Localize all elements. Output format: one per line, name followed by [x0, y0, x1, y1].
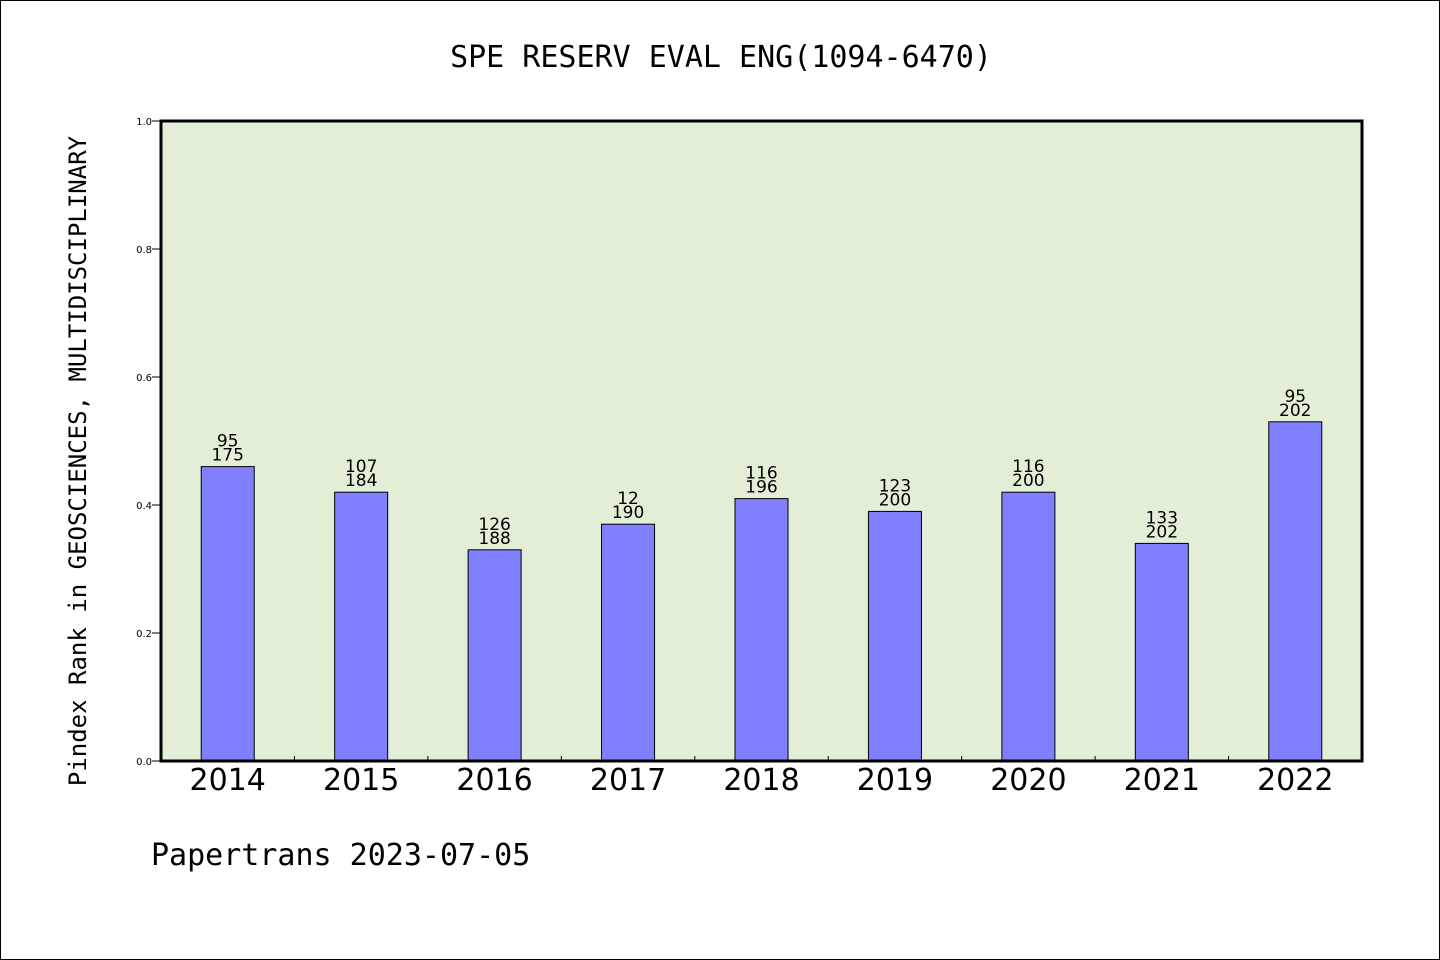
bar-rank-label: 126: [478, 515, 510, 535]
bar-2020: [1001, 491, 1056, 762]
footer-watermark: Papertrans 2023-07-05: [151, 838, 530, 873]
bar-2015: [334, 491, 389, 762]
x-axis-ticks: 2014 2015 2016 2017 2018 2019 2020 2021 2022: [190, 756, 1333, 798]
x-tick-label: 2018: [723, 763, 799, 798]
bar-2016: [467, 549, 522, 762]
bar-rank-label: 95: [1284, 387, 1306, 407]
y-tick-label: 0.0: [136, 757, 152, 768]
bar-2021: [1134, 542, 1189, 762]
y-tick-label: 0.2: [136, 629, 152, 640]
x-tick-label: 2014: [190, 763, 266, 798]
bar-total-label: 184: [345, 471, 377, 491]
bar-2022: [1268, 421, 1323, 762]
x-tick-label: 2020: [990, 763, 1066, 798]
bar-total-label: 175: [211, 446, 243, 466]
y-axis-label: Pindex Rank in GEOSCIENCES, MULTIDISCIPL…: [64, 135, 92, 786]
bar-rank-label: 12: [617, 489, 639, 509]
bar-2019: [867, 510, 922, 762]
x-tick-label: 2019: [857, 763, 933, 798]
bar-total-label: 196: [745, 478, 777, 498]
bar-rank-label: 123: [879, 476, 911, 496]
x-tick-label: 2017: [590, 763, 666, 798]
chart-title: SPE RESERV EVAL ENG(1094-6470): [450, 40, 992, 75]
bar-total-label: 200: [1012, 471, 1044, 491]
bar-total-label: 188: [478, 529, 510, 549]
y-axis-ticks: 0.0 0.2 0.4 0.6 0.8 1.0: [136, 117, 161, 768]
bar-2014: [200, 466, 255, 762]
bar-2017: [601, 523, 656, 762]
bar-rank-label: 95: [217, 432, 239, 452]
bar-rank-label: 133: [1146, 508, 1178, 528]
plot-frame: [159, 119, 1364, 763]
bar-rank-label: 116: [745, 464, 777, 484]
bar-total-label: 200: [879, 490, 911, 510]
x-tick-label: 2016: [456, 763, 532, 798]
x-tick-label: 2022: [1257, 763, 1333, 798]
bar-2018: [734, 498, 789, 762]
y-tick-label: 0.8: [136, 245, 152, 256]
y-tick-label: 0.4: [136, 501, 152, 512]
bar-rank-label: 107: [345, 457, 377, 477]
y-tick-label: 1.0: [136, 117, 152, 128]
x-tick-label: 2015: [323, 763, 399, 798]
bar-total-label: 202: [1279, 401, 1311, 421]
bar-total-label: 190: [612, 503, 644, 523]
bar-rank-label: 116: [1012, 457, 1044, 477]
bar-total-label: 202: [1146, 522, 1178, 542]
y-tick-label: 0.6: [136, 373, 152, 384]
x-tick-label: 2021: [1124, 763, 1200, 798]
